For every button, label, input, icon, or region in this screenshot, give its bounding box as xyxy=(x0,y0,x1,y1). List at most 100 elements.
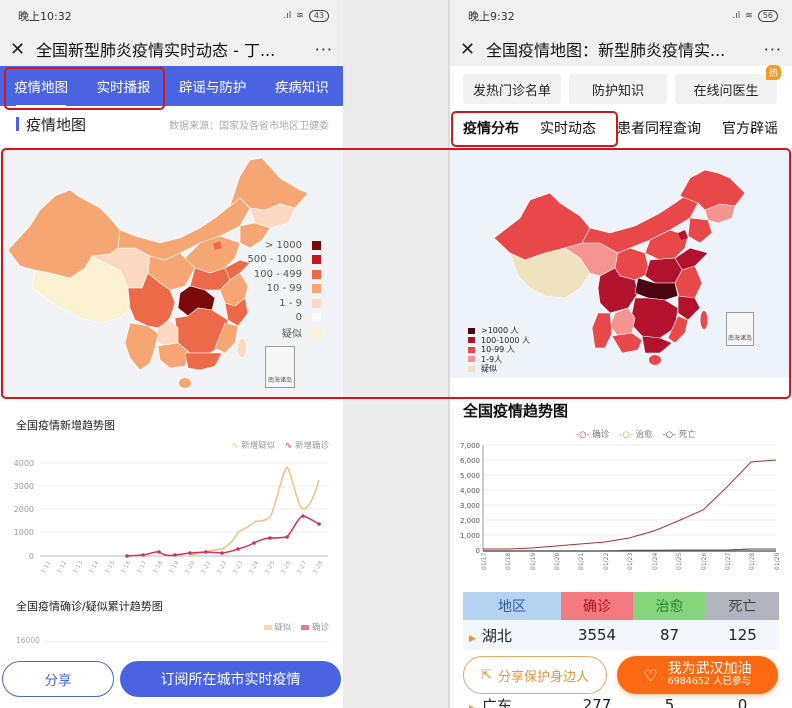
legend-swatch xyxy=(312,255,321,265)
svg-text:2000: 2000 xyxy=(14,505,34,514)
divider-gap xyxy=(343,0,449,708)
svg-text:0: 0 xyxy=(29,552,34,561)
tab-official-rumor[interactable]: 官方辟谣 xyxy=(722,121,778,137)
trend-chart: 7,000 6,000 5,000 4,000 3,000 2,000 1,000 0 01/… xyxy=(460,442,781,570)
legend-confirmed: 确诊 xyxy=(301,621,329,633)
content-tabs: 疫情分布 实时动态 患者同程查询 官方辟谣 xyxy=(450,110,792,146)
tab-distribution[interactable]: 疫情分布 xyxy=(463,121,519,137)
svg-text:1-26: 1-26 xyxy=(280,560,293,575)
table-row[interactable]: ▶ 湖北 3554 87 125 xyxy=(463,620,779,650)
wifi-icon: ≋ xyxy=(745,11,753,21)
legend-suspected: 疑似 xyxy=(263,621,291,633)
expand-icon[interactable]: ▶ xyxy=(469,633,476,644)
new-trend-chart: 4000 3000 2000 1000 0 1-11 1-12 1-13 1-14 1-… xyxy=(14,459,328,575)
svg-text:01/23: 01/23 xyxy=(627,553,634,570)
subscribe-button[interactable]: 订阅所在城市实时疫情 xyxy=(120,661,341,697)
table-row[interactable]: ▶广东 277 5 0 xyxy=(463,690,779,708)
legend-swatch xyxy=(312,284,321,294)
protection-knowledge-button[interactable]: 防护知识 xyxy=(569,74,667,104)
close-icon[interactable]: ✕ xyxy=(460,38,476,60)
china-map-svg xyxy=(493,169,746,365)
close-icon[interactable]: ✕ xyxy=(10,38,26,60)
legend-swatch xyxy=(312,298,321,308)
legend-swatch xyxy=(312,269,321,279)
status-time: 晚上9:32 xyxy=(468,10,515,23)
svg-text:0: 0 xyxy=(476,547,480,555)
south-china-sea-inset: 南海诸岛 xyxy=(726,312,754,346)
svg-text:3,000: 3,000 xyxy=(460,502,480,510)
south-china-sea-inset: 南海诸岛 xyxy=(265,346,295,388)
tab-disease-knowledge[interactable]: 疾病知识 xyxy=(274,80,329,96)
svg-text:1-11: 1-11 xyxy=(40,560,53,575)
legend-row: 100 - 499 xyxy=(247,267,321,282)
svg-text:1-15: 1-15 xyxy=(104,560,117,575)
legend-confirmed: ∿ 新增确诊 xyxy=(285,441,329,451)
svg-text:1-19: 1-19 xyxy=(168,560,181,575)
share-protect-button[interactable]: ⇱ 分享保护身边人 xyxy=(463,656,607,694)
quick-links: 发热门诊名单 防护知识 在线问医生热 xyxy=(450,65,792,110)
data-source: 数据来源：国家及各省市地区卫健委 xyxy=(169,120,329,132)
legend-swatch xyxy=(312,313,321,323)
svg-text:1-18: 1-18 xyxy=(152,560,165,575)
cheer-wuhan-button[interactable]: ♡ 我为武汉加油 6984652 人已参与 xyxy=(617,656,778,694)
fever-clinic-button[interactable]: 发热门诊名单 xyxy=(463,74,561,104)
legend-swatch xyxy=(468,365,475,372)
tab-rumor-protection[interactable]: 辟谣与防护 xyxy=(178,80,247,96)
svg-text:01/21: 01/21 xyxy=(578,553,585,570)
legend-row: > 1000 xyxy=(247,238,321,253)
legend-swatch xyxy=(468,337,475,344)
online-doctor-button[interactable]: 在线问医生热 xyxy=(675,65,781,104)
china-map-svg xyxy=(7,157,309,388)
right-phone: 晚上9:32 .ıl ≋ 56 ✕ 全国疫情地图：新型肺炎疫情实... ··· … xyxy=(449,0,792,708)
tab-live-updates[interactable]: 实时动态 xyxy=(540,121,596,137)
svg-text:1-20: 1-20 xyxy=(184,560,197,575)
header-dead: 死亡 xyxy=(706,592,779,620)
new-trend-title: 全国疫情新增趋势图 xyxy=(16,419,115,432)
signal-icon: .ıl xyxy=(732,11,741,21)
tab-epidemic-map[interactable]: 疫情地图 xyxy=(12,76,70,108)
cumulative-legend: 疑似 确诊 xyxy=(263,621,329,633)
legend-row: 疑似 xyxy=(247,325,321,340)
svg-text:01/22: 01/22 xyxy=(603,553,610,570)
status-time: 晚上10:32 xyxy=(18,10,72,23)
battery-icon: 43 xyxy=(308,10,329,22)
share-icon: ⇱ xyxy=(481,667,492,683)
tab-patient-trip-lookup[interactable]: 患者同程查询 xyxy=(617,121,701,137)
svg-text:01/20: 01/20 xyxy=(554,553,561,570)
status-icons: .ıl ≋ 56 xyxy=(732,10,778,22)
svg-text:4,000: 4,000 xyxy=(460,487,480,495)
legend-swatch xyxy=(468,346,475,353)
top-tabs: 疫情地图 实时播报 辟谣与防护 疾病知识 xyxy=(0,66,343,108)
svg-text:1-28: 1-28 xyxy=(312,560,325,575)
signal-icon: .ıl xyxy=(283,11,292,21)
svg-text:1-25: 1-25 xyxy=(264,560,277,575)
tab-live-report[interactable]: 实时播报 xyxy=(96,80,151,96)
y-tick: 16000 xyxy=(16,636,40,645)
gridline xyxy=(44,641,329,642)
svg-text:01/29: 01/29 xyxy=(774,553,781,570)
svg-text:01/28: 01/28 xyxy=(749,553,756,570)
legend-swatch xyxy=(312,240,321,250)
legend-row: 100-1000 人 xyxy=(468,336,530,346)
china-map-right: >1000 人 100-1000 人 10-99 人 1-9人 疑似 南海诸岛 xyxy=(450,148,792,378)
legend-row: 疑似 xyxy=(468,364,530,374)
table-header: 地区 确诊 治愈 死亡 xyxy=(463,592,779,620)
status-bar: 晚上9:32 .ıl ≋ 56 xyxy=(450,0,792,32)
page-title: 全国疫情地图：新型肺炎疫情实... xyxy=(486,41,726,60)
header-region: 地区 xyxy=(463,592,561,620)
legend-row: 500 - 1000 xyxy=(247,253,321,268)
svg-text:1000: 1000 xyxy=(14,528,34,537)
legend-row: 10 - 99 xyxy=(247,282,321,297)
header-cured: 治愈 xyxy=(633,592,706,620)
legend-row: 10-99 人 xyxy=(468,345,530,355)
svg-text:4000: 4000 xyxy=(14,459,34,468)
svg-text:1-16: 1-16 xyxy=(120,560,133,575)
svg-text:3000: 3000 xyxy=(14,482,34,491)
wifi-icon: ≋ xyxy=(296,11,304,21)
more-icon[interactable]: ··· xyxy=(763,39,782,59)
more-icon[interactable]: ··· xyxy=(314,39,333,59)
section-title: 疫情地图 xyxy=(26,115,87,134)
expand-icon[interactable]: ▶ xyxy=(469,704,476,708)
share-button[interactable]: 分享 xyxy=(2,661,114,697)
